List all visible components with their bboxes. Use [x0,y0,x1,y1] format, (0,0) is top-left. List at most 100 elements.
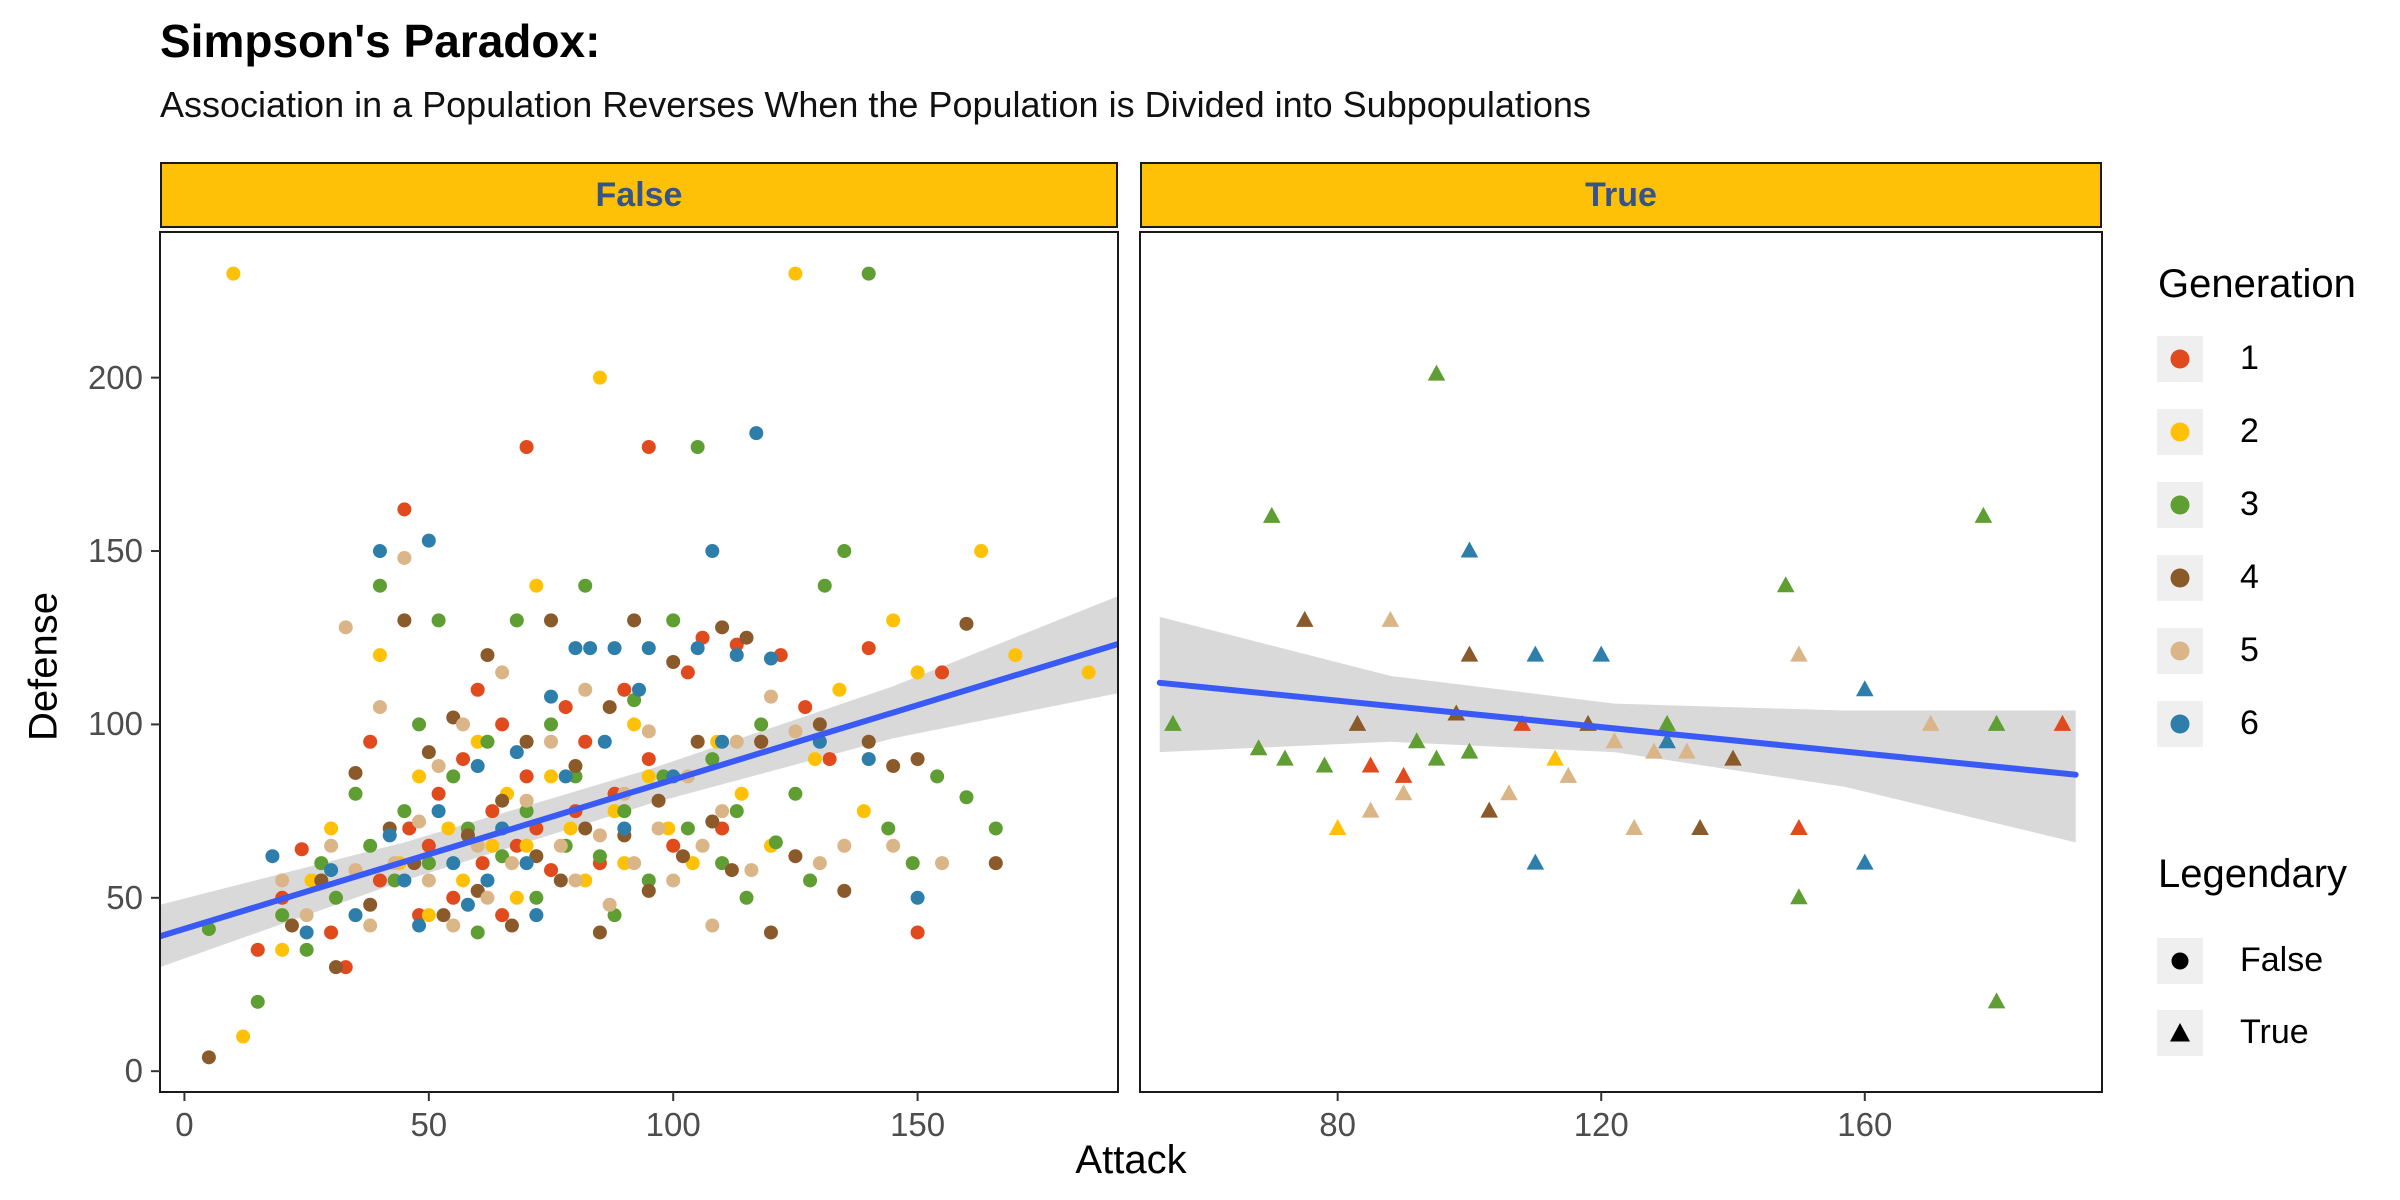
data-point [348,765,363,780]
data-point [372,873,387,888]
x-tick-label: 80 [1319,1106,1357,1143]
data-point [1460,645,1479,662]
data-point [1427,364,1446,381]
y-axis-title: Defense [21,592,66,741]
data-point [529,890,544,905]
data-point [1276,749,1294,766]
data-point [456,717,471,732]
data-point [568,759,583,774]
data-point [299,925,314,940]
data-point [1394,784,1413,801]
data-point [1394,766,1413,783]
data-point [363,897,378,912]
data-point [544,863,559,878]
data-point [470,682,485,697]
x-tick-label: 150 [890,1106,946,1143]
data-point [402,821,417,836]
legend-label-generation-5: 5 [2240,631,2259,669]
data-point [1460,742,1479,759]
data-point [348,908,363,923]
data-point [2053,714,2072,731]
data-point [988,821,1003,836]
data-point [1361,756,1380,773]
data-point [641,873,656,888]
data-point [553,873,568,888]
data-point [348,786,363,801]
data-point [705,544,720,559]
data-point [265,849,280,864]
data-point [470,883,485,898]
data-point [495,908,510,923]
data-point [421,533,436,548]
data-point [397,502,412,517]
data-point [495,793,510,808]
data-point [328,890,343,905]
data-point [1987,992,2006,1009]
data-point [856,804,871,819]
data-point [446,769,461,784]
data-point [275,942,290,957]
data-point [1790,888,1808,905]
data-point [568,769,583,784]
data-point [363,838,378,853]
data-point [1500,784,1518,801]
data-point [509,613,524,628]
data-point [441,821,456,836]
facet-strip-label: True [1585,175,1657,214]
data-point [372,578,387,593]
data-point [314,856,329,871]
data-point [617,804,632,819]
data-point [1724,749,1742,766]
data-point [715,821,730,836]
data-point [607,804,622,819]
data-point [397,550,412,565]
legend-label-legendary-false: False [2240,941,2324,979]
legend-generation-title: Generation [2158,262,2356,306]
data-point [519,793,534,808]
data-point [412,769,427,784]
data-point [1328,818,1347,835]
data-point [324,821,339,836]
data-point [715,620,730,635]
data-point [338,620,353,635]
data-point [592,370,607,385]
data-point [1987,714,2006,731]
data-point [275,908,290,923]
data-point [446,890,461,905]
data-point [1645,742,1663,759]
data-point [504,918,519,933]
legend-label-generation-3: 3 [2240,485,2259,523]
data-point [544,613,559,628]
data-point [739,630,754,645]
data-point [294,842,309,857]
data-point [324,838,339,853]
data-point [421,856,436,871]
data-point [509,745,524,760]
data-point [837,544,852,559]
data-point [685,856,700,871]
panel-border [159,231,1119,1093]
data-point [446,710,461,725]
data-point [446,918,461,933]
data-point [1546,749,1564,766]
data-point [812,856,827,871]
data-point [553,838,568,853]
data-point [715,804,730,819]
data-point [641,641,656,656]
chart-title: Simpson's Paradox: [160,15,601,67]
data-point [627,717,642,732]
data-point [666,838,681,853]
data-point [744,863,759,878]
data-point [666,655,681,669]
x-tick-label: 0 [175,1106,194,1143]
data-point [372,544,387,559]
data-point [568,873,583,888]
data-point [275,873,290,888]
y-tick-label: 0 [124,1052,143,1090]
data-point [299,942,314,957]
legend-key-legendary-false [2157,938,2203,984]
legend-key-generation-2 [2157,409,2203,455]
legend-label-generation-6: 6 [2240,704,2259,742]
